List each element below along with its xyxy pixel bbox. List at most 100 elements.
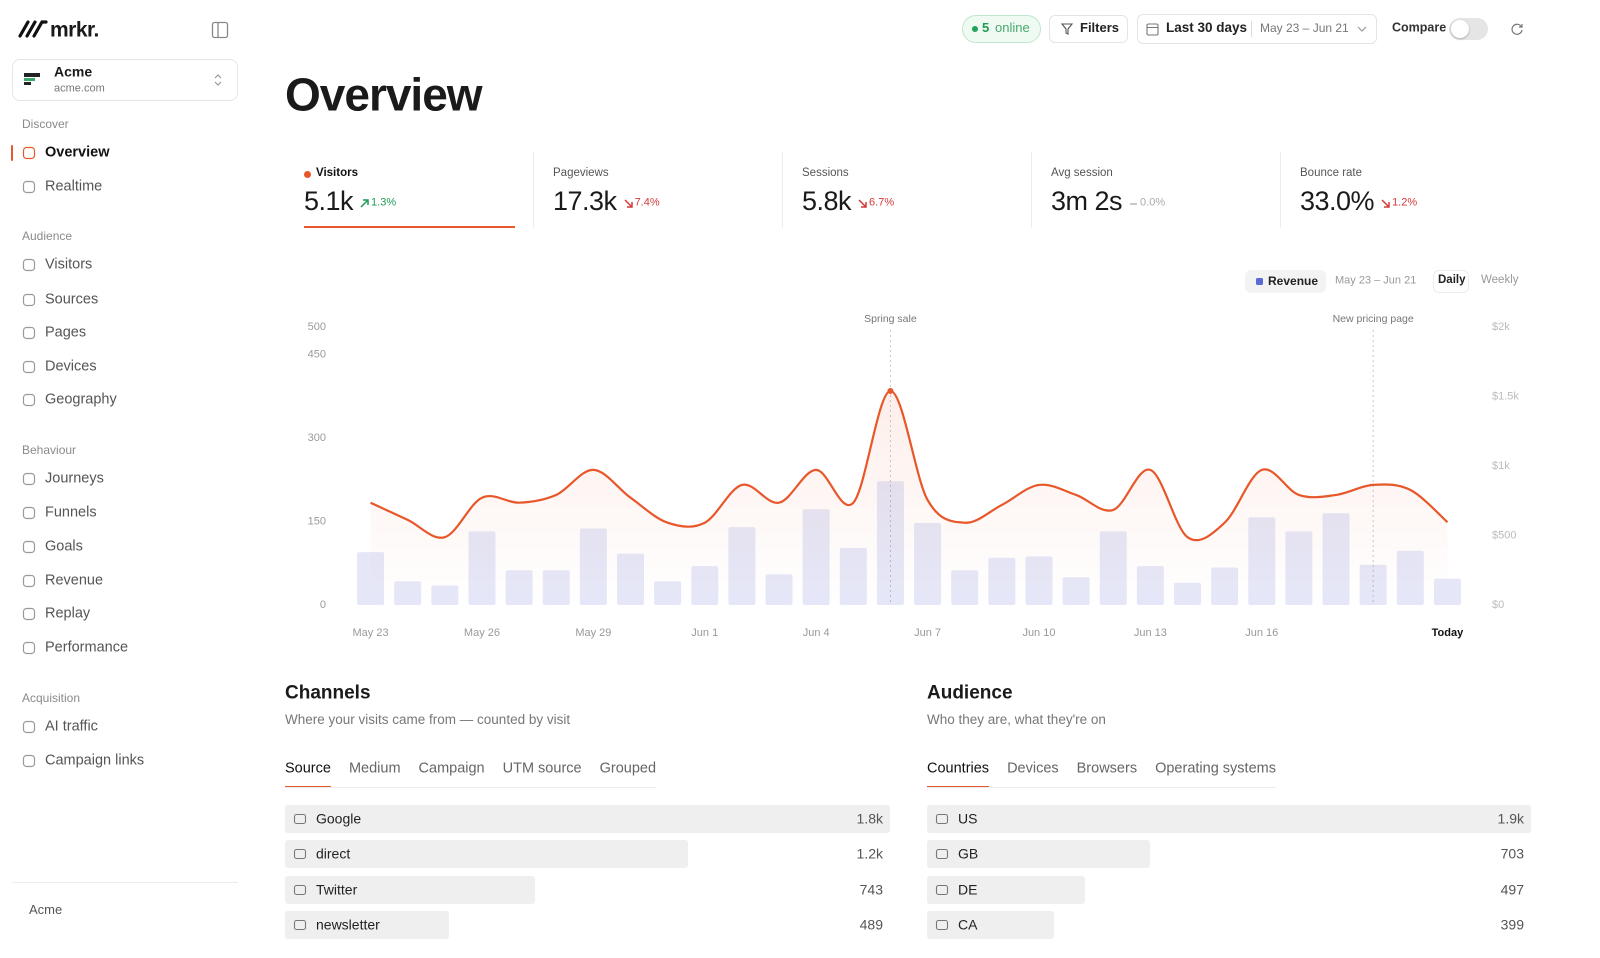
list-value: 703 <box>1500 845 1524 862</box>
nav-item[interactable]: Campaign links <box>45 752 145 769</box>
kpi-value: 5.8k <box>802 185 852 216</box>
tab[interactable]: Browsers <box>1076 760 1138 777</box>
list-icon <box>935 919 949 930</box>
tab[interactable]: Source <box>285 760 331 777</box>
annotation-marker <box>887 387 894 394</box>
y-tick-label: 300 <box>308 432 326 444</box>
x-tick-label: Jun 7 <box>914 627 941 639</box>
compare-label[interactable]: Compare <box>1392 20 1447 35</box>
online-count: 5 <box>982 20 990 36</box>
nav-item[interactable]: Performance <box>45 639 129 656</box>
legend-label: Revenue <box>1268 273 1319 288</box>
legend-swatch <box>1256 278 1263 285</box>
tab[interactable]: Campaign <box>418 760 485 777</box>
y-tick-label: 500 <box>308 321 326 333</box>
page-title: Overview <box>285 68 483 121</box>
interval-option[interactable]: Weekly <box>1481 274 1519 287</box>
tab[interactable]: Devices <box>1007 760 1059 777</box>
date-range-button[interactable] <box>1137 14 1377 44</box>
list-value: 743 <box>859 881 883 898</box>
nav-item[interactable]: Goals <box>45 538 83 555</box>
panel-title: Channels <box>285 682 371 704</box>
nav-item[interactable]: Devices <box>45 358 97 375</box>
workspace-card[interactable] <box>12 59 238 101</box>
nav-item[interactable]: Pages <box>45 324 87 341</box>
list-label: newsletter <box>316 916 380 933</box>
kpi-trend-icon <box>360 199 369 208</box>
nav-icon <box>22 326 36 340</box>
refresh-icon[interactable] <box>1510 22 1524 36</box>
y-tick-label: 450 <box>308 349 326 361</box>
kpi-change: 7.4% <box>634 196 660 209</box>
x-tick-label: May 29 <box>575 627 611 639</box>
range-dates: May 23 – Jun 21 <box>1260 20 1349 35</box>
kpi-label[interactable]: Sessions <box>802 167 849 180</box>
nav-item[interactable]: Realtime <box>45 178 103 195</box>
list-value: 497 <box>1500 881 1524 898</box>
kpi-value: 17.3k <box>553 185 617 216</box>
list-icon <box>935 849 949 860</box>
nav-item[interactable]: Overview <box>45 144 110 161</box>
kpi-active-underline <box>304 226 515 228</box>
x-tick-label: May 23 <box>353 627 389 639</box>
tab[interactable]: Countries <box>927 760 990 777</box>
list-bar <box>927 910 1054 939</box>
list-label: Twitter <box>316 881 358 898</box>
interval-active <box>1433 270 1469 293</box>
x-tick-label: Jun 4 <box>803 627 830 639</box>
collapse-icon[interactable] <box>211 21 229 39</box>
list-bar <box>285 875 535 904</box>
panel-title: Audience <box>927 682 1013 704</box>
kpi-change: 0.0% <box>1140 196 1166 209</box>
nav-item[interactable]: Sources <box>45 291 99 308</box>
list-value: 1.2k <box>856 845 883 862</box>
kpi-label[interactable]: Pageviews <box>553 167 609 180</box>
x-tick-label: Jun 10 <box>1022 627 1055 639</box>
kpi-trend-icon <box>1381 199 1390 208</box>
y2-tick-label: $1k <box>1492 460 1510 472</box>
kpi-label[interactable]: Bounce rate <box>1300 167 1363 180</box>
nav-section-title: Behaviour <box>22 442 77 457</box>
workspace-chevrons <box>214 74 222 86</box>
brand-name: mrkr. <box>50 18 99 42</box>
kpi-label[interactable]: Visitors <box>316 167 358 180</box>
kpi-trend-icon <box>858 199 867 208</box>
tab[interactable]: Grouped <box>599 760 657 777</box>
list-label: Google <box>316 810 362 827</box>
nav-item[interactable]: Revenue <box>45 572 104 589</box>
nav-item[interactable]: Funnels <box>45 504 97 521</box>
tab[interactable]: Medium <box>348 760 401 777</box>
kpi-value: 5.1k <box>304 185 354 216</box>
toggle-knob <box>1451 20 1469 38</box>
list-icon <box>293 884 307 895</box>
nav-item[interactable]: AI traffic <box>45 718 98 735</box>
list-bar <box>927 840 1151 869</box>
kpi-divider <box>533 152 534 228</box>
nav-item[interactable]: Replay <box>45 605 91 622</box>
nav-item[interactable]: Geography <box>45 391 117 408</box>
filter-icon <box>1060 23 1074 35</box>
sidebar-footer: Acme <box>29 902 63 918</box>
online-pill <box>962 15 1041 43</box>
kpi-divider <box>1280 152 1281 228</box>
filters-label[interactable]: Filters <box>1080 20 1120 36</box>
tab[interactable]: UTM source <box>502 760 582 777</box>
chart: 0 150 300 450 500 $0 $500 $1k $1.5k $2k May 23 May … <box>308 313 1520 639</box>
kpi-label[interactable]: Avg session <box>1051 167 1113 180</box>
kpi-change: 6.7% <box>869 196 895 209</box>
annotation-label: Spring sale <box>864 313 917 325</box>
tab[interactable]: Operating systems <box>1155 760 1276 777</box>
list-bar <box>285 840 689 869</box>
online-dot <box>972 26 978 32</box>
nav-item[interactable]: Visitors <box>45 256 93 273</box>
nav-item[interactable]: Journeys <box>45 470 104 487</box>
nav-icon <box>22 180 36 194</box>
annotation-label: New pricing page <box>1333 313 1414 325</box>
interval-option[interactable]: Daily <box>1438 274 1466 287</box>
range-label[interactable]: Last 30 days <box>1166 19 1248 35</box>
list-bar <box>285 805 890 833</box>
filters-button[interactable] <box>1049 15 1128 43</box>
kpi-value: 33.0% <box>1300 185 1375 216</box>
y-tick-label: 0 <box>320 599 326 611</box>
list-icon <box>293 813 307 825</box>
